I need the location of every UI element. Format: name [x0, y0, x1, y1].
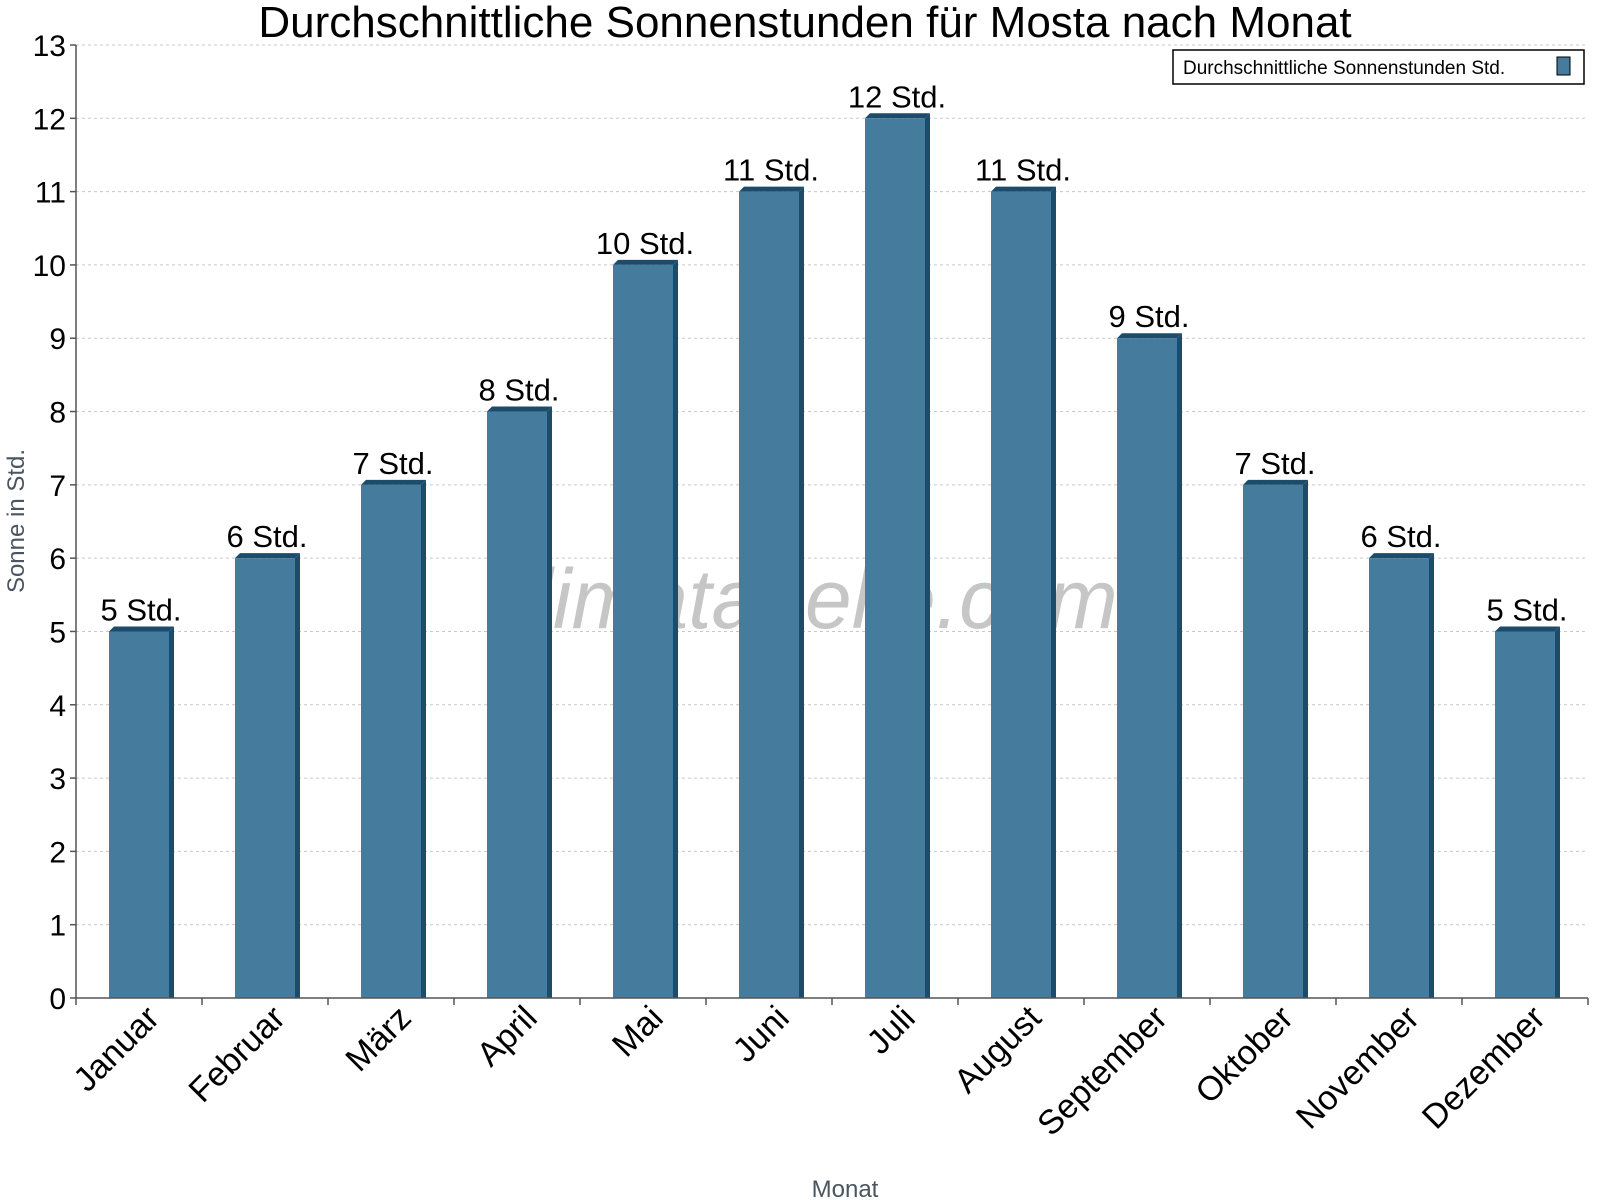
y-tick-label: 6	[49, 543, 66, 576]
bar-top	[487, 406, 552, 412]
bar-top	[991, 186, 1056, 192]
bar-top	[865, 113, 930, 119]
x-tick-label: Dezember	[1415, 999, 1553, 1137]
bar	[109, 631, 169, 998]
x-tick-label: März	[338, 999, 418, 1079]
bar	[1117, 338, 1177, 998]
y-tick-label: 1	[49, 910, 66, 943]
bar-side	[1303, 479, 1308, 998]
y-tick-label: 9	[49, 323, 66, 356]
legend-swatch	[1556, 56, 1571, 76]
data-label: 7 Std.	[353, 446, 434, 481]
bar	[865, 118, 925, 999]
x-tick-label: September	[1030, 999, 1174, 1143]
y-tick-label: 10	[33, 250, 66, 283]
bar-top	[109, 626, 174, 632]
legend: Durchschnittliche Sonnenstunden Std.	[1172, 49, 1585, 85]
bar-side	[169, 626, 174, 998]
bar-side	[295, 553, 300, 998]
x-tick-label: Juni	[726, 999, 797, 1070]
x-tick-label: Februar	[182, 999, 293, 1110]
y-tick-label: 8	[49, 397, 66, 430]
x-tick-label: Mai	[605, 999, 671, 1065]
x-tick-label: Juli	[860, 999, 923, 1062]
bar-side	[925, 113, 930, 999]
y-axis-title: Sonne in Std.	[3, 449, 30, 593]
bar-top	[1495, 626, 1560, 632]
y-tick-label: 13	[33, 30, 66, 63]
x-tick-label: Januar	[66, 999, 166, 1099]
bar-top	[361, 479, 426, 485]
x-tick-label: August	[947, 998, 1049, 1100]
bar-top	[1369, 553, 1434, 559]
bar	[1495, 631, 1555, 998]
data-label: 9 Std.	[1109, 299, 1190, 334]
data-labels: 5 Std. 6 Std. 7 Std. 8 Std. 10 Std. 11 Std. 12…	[101, 79, 1568, 627]
bar-top	[613, 259, 678, 265]
data-label: 10 Std.	[596, 226, 694, 261]
x-tick-label: November	[1289, 999, 1427, 1137]
bar-top	[1243, 479, 1308, 485]
data-label: 11 Std.	[975, 153, 1071, 188]
bar	[739, 191, 799, 999]
bar-side	[1555, 626, 1560, 998]
y-tick-label: 7	[49, 470, 66, 503]
bar	[1243, 484, 1303, 998]
bar-top	[1117, 333, 1182, 339]
x-axis-title: Monat	[812, 1176, 879, 1200]
chart-title: Durchschnittliche Sonnenstunden für Most…	[258, 0, 1351, 47]
data-label: 7 Std.	[1235, 446, 1316, 481]
data-label: 8 Std.	[479, 373, 560, 408]
bar	[991, 191, 1051, 999]
y-tick-label: 11	[35, 177, 66, 210]
y-tick-label: 0	[49, 983, 66, 1016]
data-label: 6 Std.	[227, 519, 308, 554]
bar	[235, 558, 295, 998]
bar-top	[235, 553, 300, 559]
y-tick-label: 12	[33, 103, 66, 136]
x-tick-label: April	[470, 999, 545, 1074]
y-tick-label: 5	[49, 616, 66, 649]
bar-side	[799, 186, 804, 999]
data-label: 5 Std.	[1487, 592, 1568, 627]
data-label: 5 Std.	[101, 592, 182, 627]
bar	[487, 411, 547, 998]
y-tick-label: 4	[49, 690, 66, 723]
bar-side	[1051, 186, 1056, 999]
bar	[1369, 558, 1429, 998]
bar	[613, 264, 673, 998]
bar-top	[739, 186, 804, 192]
x-tick-label: Oktober	[1188, 999, 1300, 1111]
data-label: 11 Std.	[723, 153, 819, 188]
y-tick-label: 3	[49, 763, 66, 796]
bar-side	[673, 259, 678, 998]
legend-label: Durchschnittliche Sonnenstunden Std.	[1183, 58, 1505, 79]
bar-side	[1177, 333, 1182, 998]
bar-side	[421, 479, 426, 998]
data-label: 6 Std.	[1361, 519, 1442, 554]
bar-side	[1429, 553, 1434, 998]
grid-lines	[76, 44, 1588, 926]
bar	[361, 484, 421, 998]
bars	[109, 113, 1560, 999]
legend-box	[1172, 49, 1585, 85]
y-tick-label: 2	[49, 836, 66, 869]
data-label: 12 Std.	[848, 79, 946, 114]
bar-side	[547, 406, 552, 998]
